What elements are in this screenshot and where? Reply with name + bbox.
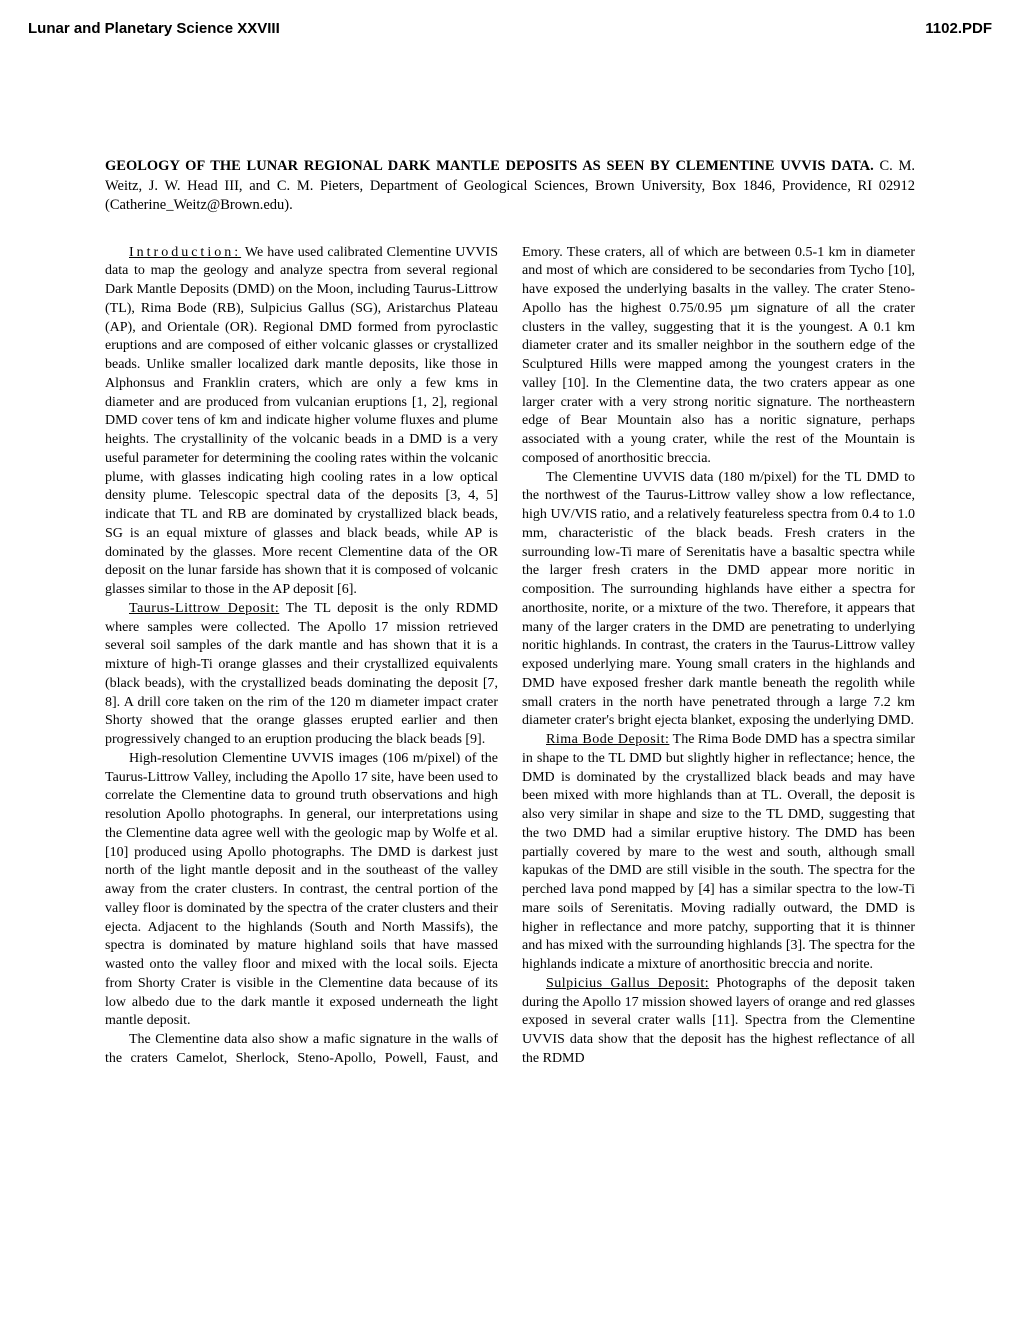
paragraph-taurus-text: The TL deposit is the only RDMD where sa… bbox=[105, 601, 498, 747]
paragraph-rima: Rima Bode Deposit: The Rima Bode DMD has… bbox=[522, 731, 915, 975]
section-head-taurus: Taurus-Littrow Deposit: bbox=[129, 601, 279, 616]
section-head-rima: Rima Bode Deposit: bbox=[546, 732, 669, 747]
section-head-introduction: Introduction: bbox=[129, 245, 241, 260]
paragraph-5: The Clementine UVVIS data (180 m/pixel) … bbox=[522, 469, 915, 732]
page-content: GEOLOGY OF THE LUNAR REGIONAL DARK MANTL… bbox=[0, 37, 1020, 1109]
paragraph-sulpicius: Sulpicius Gallus Deposit: Photographs of… bbox=[522, 975, 915, 1069]
title-bold: GEOLOGY OF THE LUNAR REGIONAL DARK MANTL… bbox=[105, 158, 874, 174]
section-head-sulpicius: Sulpicius Gallus Deposit: bbox=[546, 976, 709, 991]
paragraph-intro: Introduction: We have used calibrated Cl… bbox=[105, 244, 498, 600]
paragraph-taurus: Taurus-Littrow Deposit: The TL deposit i… bbox=[105, 600, 498, 750]
paragraph-intro-text: We have used calibrated Clementine UVVIS… bbox=[105, 245, 498, 598]
header-left: Lunar and Planetary Science XXVIII bbox=[28, 20, 280, 37]
paragraph-3: High-resolution Clementine UVVIS images … bbox=[105, 750, 498, 1031]
page-header: Lunar and Planetary Science XXVIII 1102.… bbox=[0, 0, 1020, 37]
paragraph-rima-text: The Rima Bode DMD has a spectra similar … bbox=[522, 732, 915, 972]
header-right: 1102.PDF bbox=[925, 20, 992, 37]
title-block: GEOLOGY OF THE LUNAR REGIONAL DARK MANTL… bbox=[105, 157, 915, 216]
body-columns: Introduction: We have used calibrated Cl… bbox=[105, 244, 915, 1069]
